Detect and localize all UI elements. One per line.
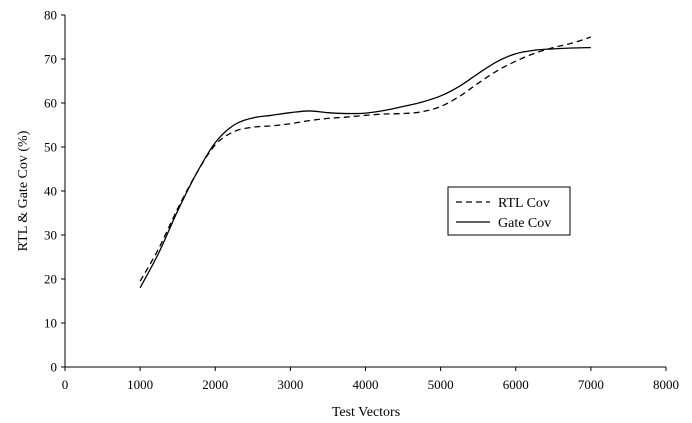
x-axis-label: Test Vectors (332, 405, 400, 420)
chart-series (139, 36, 592, 289)
y-tick-label: 80 (44, 8, 57, 23)
x-tick-label: 0 (62, 377, 69, 392)
x-tick-label: 8000 (653, 377, 679, 392)
y-tick-label: 70 (44, 52, 57, 67)
chart-axes: 0 10 20 30 40 50 60 70 80 0 1000 2000 3000 4000 5000 60… (44, 8, 679, 393)
x-tick-label: 6000 (503, 377, 529, 392)
y-tick-label: 0 (51, 360, 58, 375)
series-line-rtl-cov (139, 36, 592, 282)
series-line-gate-cov (139, 46, 591, 289)
y-tick-label: 20 (44, 272, 57, 287)
chart-legend: RTL Cov Gate Cov (447, 186, 571, 236)
x-tick-label: 7000 (578, 377, 604, 392)
legend-label-gate-cov: Gate Cov (498, 216, 551, 231)
x-tick-label: 5000 (428, 377, 454, 392)
y-tick-label: 30 (44, 228, 57, 243)
y-tick-label: 10 (44, 316, 57, 331)
legend-label-rtl-cov: RTL Cov (498, 196, 550, 211)
y-tick-label: 60 (44, 96, 57, 111)
y-tick-label: 40 (44, 184, 57, 199)
x-tick-label: 4000 (353, 377, 379, 392)
x-tick-label: 2000 (202, 377, 228, 392)
y-axis-label: RTL & Gate Cov (%) (16, 130, 31, 251)
x-tick-label: 3000 (277, 377, 303, 392)
legend-box (447, 186, 571, 236)
y-tick-label: 50 (44, 140, 57, 155)
x-tick-label: 1000 (127, 377, 153, 392)
